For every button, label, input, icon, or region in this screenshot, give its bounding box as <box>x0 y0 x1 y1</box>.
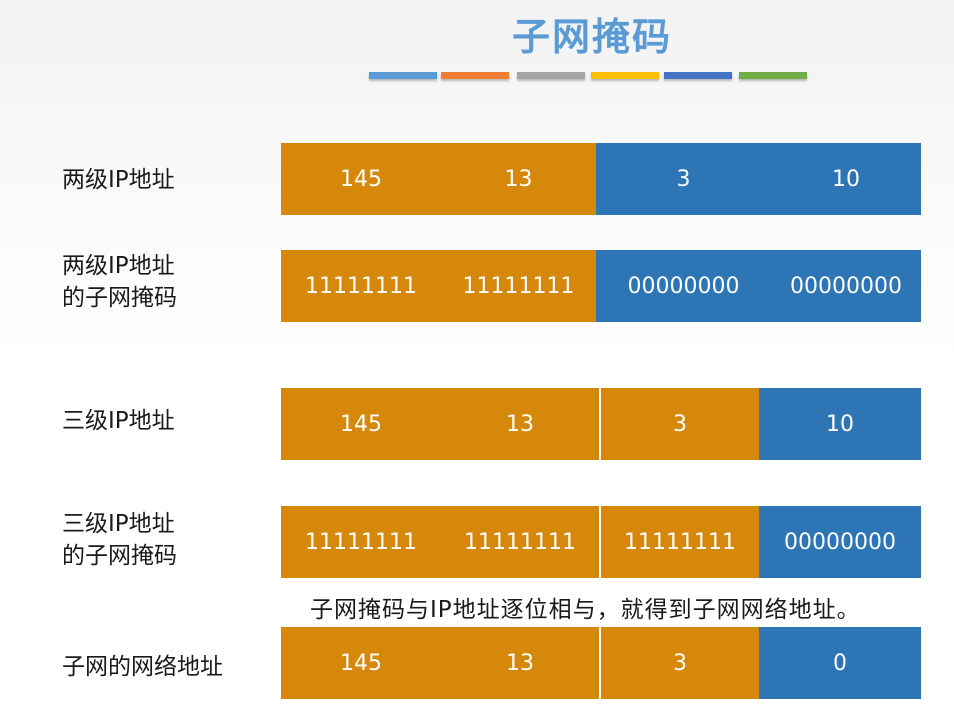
octet-cell: 145 <box>281 627 441 699</box>
stripe-4 <box>591 72 659 79</box>
octet-cell: 145 <box>281 388 441 460</box>
and-operation-note: 子网掩码与IP地址逐位相与，就得到子网网络地址。 <box>310 597 861 623</box>
octet-cell: 10 <box>759 388 921 460</box>
stripe-2 <box>441 72 509 79</box>
row-label: 两级IP地址 <box>62 167 175 193</box>
octet-cell: 11111111 <box>441 250 596 322</box>
octet-cell: 13 <box>441 388 599 460</box>
octet-cell: 13 <box>441 627 599 699</box>
row-label: 两级IP地址 <box>62 253 175 279</box>
slide-title: 子网掩码 <box>511 15 672 59</box>
address-bar: 145 13 3 10 <box>281 143 921 215</box>
octet-cell: 3 <box>599 627 759 699</box>
octet-cell: 10 <box>771 143 921 215</box>
stripe-3 <box>517 72 585 79</box>
address-bar: 145 13 3 0 <box>281 627 921 699</box>
stripe-5 <box>664 72 732 79</box>
row-label: 的子网掩码 <box>62 543 177 569</box>
address-bar: 11111111 11111111 11111111 00000000 <box>281 506 921 578</box>
row-label: 三级IP地址 <box>62 511 175 537</box>
row-label: 子网的网络地址 <box>62 654 223 680</box>
octet-cell: 0 <box>759 627 921 699</box>
stripe-1 <box>369 72 437 79</box>
octet-cell: 11111111 <box>281 506 441 578</box>
octet-cell: 3 <box>599 388 759 460</box>
address-bar: 145 13 3 10 <box>281 388 921 460</box>
octet-cell: 11111111 <box>441 506 599 578</box>
octet-cell: 00000000 <box>759 506 921 578</box>
octet-cell: 00000000 <box>596 250 771 322</box>
address-bar: 11111111 11111111 00000000 00000000 <box>281 250 921 322</box>
octet-cell: 11111111 <box>599 506 759 578</box>
octet-cell: 3 <box>596 143 771 215</box>
octet-cell: 11111111 <box>281 250 441 322</box>
stripe-6 <box>739 72 807 79</box>
octet-cell: 145 <box>281 143 441 215</box>
octet-cell: 13 <box>441 143 596 215</box>
octet-cell: 00000000 <box>771 250 921 322</box>
row-label: 三级IP地址 <box>62 408 175 434</box>
row-label: 的子网掩码 <box>62 285 177 311</box>
